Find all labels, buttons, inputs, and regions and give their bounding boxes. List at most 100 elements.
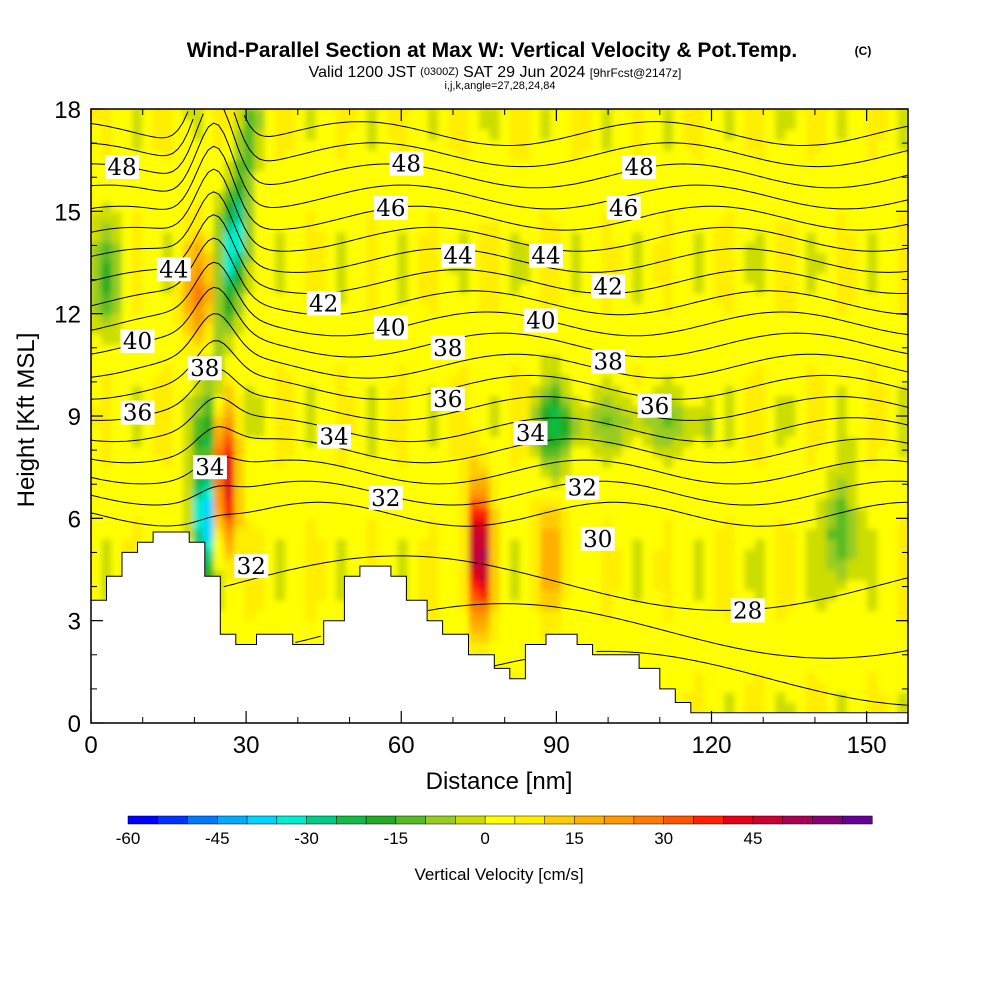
velocity-cell — [754, 160, 766, 171]
velocity-cell — [581, 211, 593, 223]
velocity-cell — [826, 303, 838, 315]
velocity-cell — [591, 242, 603, 253]
velocity-cell — [438, 610, 450, 622]
velocity-cell — [479, 436, 490, 448]
velocity-cell — [836, 149, 848, 161]
velocity-cell — [489, 109, 501, 120]
velocity-cell — [162, 282, 174, 294]
velocity-cell — [274, 170, 286, 182]
velocity-cell — [91, 221, 102, 233]
velocity-cell — [274, 426, 286, 438]
velocity-cell — [826, 651, 838, 663]
velocity-cell — [581, 242, 593, 253]
velocity-cell — [274, 456, 286, 468]
velocity-cell — [693, 610, 705, 622]
velocity-cell — [499, 201, 511, 212]
velocity-cell — [366, 201, 378, 212]
velocity-cell — [295, 272, 307, 284]
velocity-cell — [182, 426, 194, 438]
velocity-cell — [877, 477, 889, 489]
velocity-cell — [877, 170, 889, 182]
velocity-cell — [652, 252, 664, 264]
velocity-cell — [111, 508, 123, 519]
velocity-cell — [877, 272, 889, 284]
velocity-cell — [91, 109, 102, 120]
velocity-cell — [509, 467, 521, 478]
velocity-cell — [479, 282, 490, 294]
velocity-cell — [611, 436, 623, 448]
velocity-cell — [662, 559, 674, 571]
velocity-cell — [540, 190, 552, 202]
velocity-cell — [479, 630, 490, 642]
velocity-cell — [570, 190, 582, 202]
velocity-cell — [244, 467, 255, 478]
velocity-cell — [519, 242, 531, 253]
velocity-cell — [550, 170, 562, 182]
velocity-cell — [182, 487, 194, 499]
velocity-cell — [203, 201, 215, 212]
velocity-cell — [101, 242, 113, 253]
velocity-cell — [642, 221, 654, 233]
velocity-cell — [673, 170, 684, 182]
velocity-cell — [550, 282, 562, 294]
velocity-cell — [101, 446, 113, 458]
velocity-cell — [325, 395, 337, 407]
velocity-cell — [765, 620, 776, 632]
velocity-cell — [509, 313, 521, 325]
velocity-cell — [233, 477, 245, 489]
velocity-cell — [765, 334, 776, 345]
velocity-cell — [846, 426, 858, 438]
velocity-cell — [693, 692, 705, 704]
velocity-cell — [816, 549, 827, 560]
velocity-cell — [203, 487, 215, 499]
velocity-cell — [754, 426, 766, 438]
velocity-cell — [438, 201, 450, 212]
velocity-cell — [642, 528, 654, 540]
velocity-cell — [233, 344, 245, 356]
velocity-cell — [805, 692, 817, 704]
velocity-cell — [182, 436, 194, 448]
velocity-cell — [744, 692, 756, 704]
velocity-cell — [468, 129, 480, 141]
velocity-cell — [540, 467, 552, 478]
velocity-cell — [458, 354, 470, 366]
theta-contour-37 — [91, 340, 908, 400]
velocity-cell — [172, 508, 184, 519]
velocity-cell — [499, 119, 511, 131]
velocity-cell — [479, 262, 490, 274]
velocity-cell — [448, 262, 460, 274]
velocity-cell — [826, 109, 838, 120]
velocity-cell — [244, 436, 255, 448]
velocity-cell — [622, 456, 633, 468]
velocity-cell — [152, 436, 164, 448]
velocity-cell — [203, 272, 215, 284]
velocity-cell — [407, 303, 419, 315]
velocity-cell — [816, 149, 827, 161]
velocity-cell — [387, 446, 398, 458]
velocity-cell — [244, 518, 255, 530]
velocity-cell — [877, 620, 889, 632]
velocity-cell — [785, 589, 797, 601]
velocity-cell — [325, 282, 337, 294]
velocity-cell — [101, 231, 113, 243]
velocity-cell — [846, 661, 858, 673]
velocity-cell — [193, 426, 204, 438]
velocity-cell — [846, 416, 858, 427]
velocity-cell — [724, 692, 735, 704]
velocity-cell — [366, 477, 378, 489]
velocity-cell — [897, 242, 908, 253]
velocity-cell — [846, 630, 858, 642]
velocity-cell — [356, 323, 368, 335]
velocity-cell — [264, 405, 276, 417]
velocity-cell — [387, 139, 398, 151]
velocity-cell — [632, 242, 644, 253]
velocity-cell — [846, 313, 858, 325]
velocity-cell — [203, 559, 215, 571]
velocity-cell — [856, 641, 868, 652]
velocity-cell — [499, 641, 511, 652]
velocity-cell — [897, 129, 908, 141]
velocity-cell — [683, 160, 695, 171]
velocity-cell — [325, 456, 337, 468]
velocity-cell — [509, 282, 521, 294]
velocity-cell — [846, 293, 858, 305]
